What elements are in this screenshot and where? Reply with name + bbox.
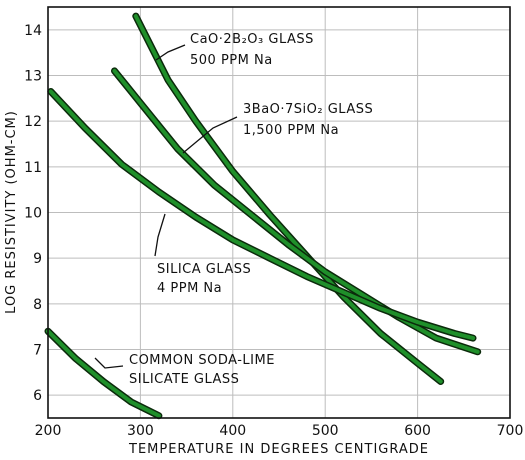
series-layer bbox=[44, 12, 482, 420]
series-line-1 bbox=[112, 68, 480, 354]
x-tick-label: 700 bbox=[497, 423, 524, 439]
grid bbox=[48, 7, 510, 418]
label-silica-line2: 4 PPM Na bbox=[157, 281, 222, 296]
series-line-shadow-0 bbox=[132, 12, 445, 385]
leader-bao bbox=[182, 116, 238, 154]
y-tick-label: 6 bbox=[33, 388, 42, 404]
y-axis-label: LOG RESISTIVITY (OHM-CM) bbox=[4, 110, 19, 314]
y-tick-label: 10 bbox=[24, 206, 42, 222]
tick-labels: 200 300 400 500 600 700 6 7 8 9 10 11 12 13 14 bbox=[24, 23, 523, 439]
series-line-3 bbox=[46, 329, 161, 418]
x-tick-label: 400 bbox=[219, 423, 246, 439]
x-tick-label: 600 bbox=[404, 423, 431, 439]
y-tick-label: 13 bbox=[24, 69, 42, 85]
plot-frame bbox=[47, 6, 511, 419]
y-tick-label: 12 bbox=[24, 114, 42, 130]
series-line-2 bbox=[48, 89, 475, 341]
y-tick-label: 9 bbox=[33, 251, 42, 267]
y-tick-label: 11 bbox=[24, 160, 42, 176]
leader-soda bbox=[94, 357, 124, 369]
x-tick-label: 300 bbox=[127, 423, 154, 439]
y-tick-label: 14 bbox=[24, 23, 42, 39]
label-cao-line2: 500 PPM Na bbox=[190, 53, 273, 68]
label-bao-line2: 1,500 PPM Na bbox=[243, 123, 339, 138]
label-soda-line1: COMMON SODA-LIME bbox=[129, 353, 275, 368]
leader-cao bbox=[155, 44, 186, 61]
series-line-0 bbox=[133, 14, 443, 384]
x-axis-label: TEMPERATURE IN DEGREES CENTIGRADE bbox=[128, 442, 429, 457]
leader-silica bbox=[154, 213, 166, 257]
label-soda-line2: SILICATE GLASS bbox=[129, 372, 239, 387]
label-silica-line1: SILICA GLASS bbox=[157, 262, 251, 277]
y-tick-label: 8 bbox=[33, 297, 42, 313]
x-tick-label: 500 bbox=[312, 423, 339, 439]
label-cao-line1: CaO·2B₂O₃ GLASS bbox=[190, 32, 314, 47]
y-tick-label: 7 bbox=[33, 343, 42, 359]
label-bao-line1: 3BaO·7SiO₂ GLASS bbox=[243, 102, 373, 117]
x-tick-label: 200 bbox=[35, 423, 62, 439]
